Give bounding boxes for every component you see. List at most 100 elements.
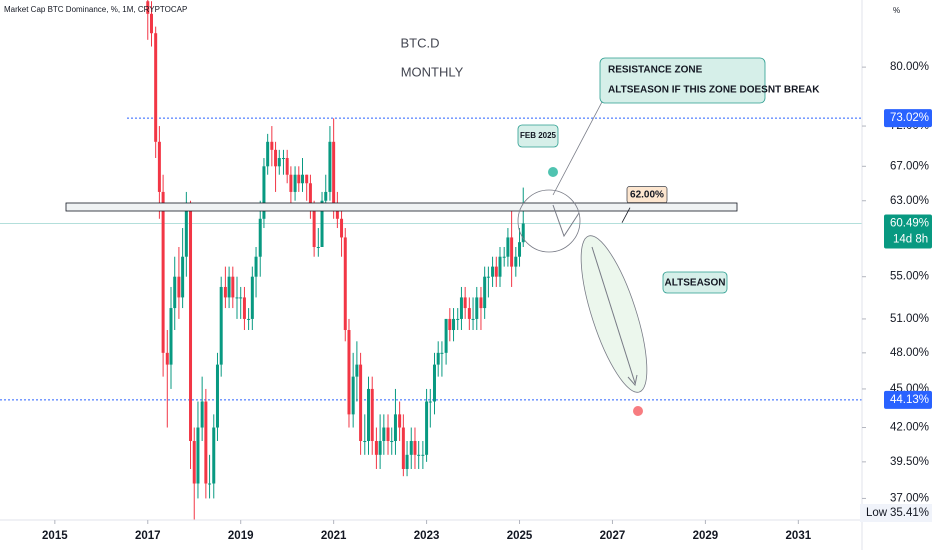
candle-body [204,401,208,484]
y-tick-label: 67.00% [890,160,929,172]
candle-body [475,297,479,319]
candle-body [277,158,281,167]
candle-body [370,388,374,442]
candle-body [173,276,177,309]
altseason-ellipse [580,235,648,393]
axis-unit: % [893,6,900,15]
candle-body [308,183,312,210]
candle-body [239,297,243,299]
candle-body [301,174,305,184]
candle-body [247,318,251,320]
candle-body [297,174,301,184]
candle-body [324,191,328,201]
candle-body [305,174,309,184]
candle-body [486,276,490,278]
candle-body [312,209,316,247]
candle-body [436,352,440,365]
level-pointer [621,207,631,223]
altseason-text: ALTSEASON [665,278,726,289]
low-label: 35.41% [890,507,929,519]
candle-body [378,441,382,455]
candle-body [250,276,254,319]
condition-text: ALTSEASON IF THIS ZONE DOESNT BREAK [608,85,820,96]
candle-body [235,297,239,299]
candle-body [181,256,185,298]
altseason-box [662,271,728,294]
candle-body [332,141,336,210]
chart-title: BTC.D [401,35,440,50]
x-tick-label: 2025 [507,530,533,542]
price-tag-label: 73.02% [890,112,929,124]
candle-body [401,427,405,469]
candle-body [254,256,258,277]
candle-body [479,297,483,309]
plot-area [0,0,862,520]
candle-body [212,427,216,484]
candle-body [514,256,518,267]
candle-body [340,218,344,238]
chart-subtitle: MONTHLY [401,64,464,79]
candle-body [440,352,444,354]
candle-body [189,209,193,442]
candle-body [208,483,212,485]
y-tick-label: 80.00% [890,61,929,73]
y-tick-label: 37.00% [890,492,929,504]
candle-body [293,174,297,192]
candle-body [459,297,463,319]
candle-body [359,364,363,442]
candle-body [266,141,270,167]
x-tick-label: 2015 [42,530,68,542]
candle-body [343,237,347,331]
candle-body [270,141,274,150]
feb-box [517,124,559,148]
resistance-text: RESISTANCE ZONE [608,65,703,76]
candle-body [448,318,452,331]
candle-body [382,427,386,442]
candle-body [285,158,289,175]
candle-body [347,330,351,415]
x-tick-label: 2027 [600,530,626,542]
candle-body [510,237,514,267]
candle-body [161,191,165,353]
candle-body [421,454,425,456]
candle-body [413,441,417,455]
y-tick-label: 55.00% [890,271,929,283]
candle-body [366,388,370,442]
zigzag [552,204,580,238]
candle-body [456,318,460,320]
candle-body [386,427,390,442]
x-tick-label: 2019 [228,530,254,542]
candle-body [192,441,196,484]
target-dot [633,406,643,416]
candle-body [444,318,448,353]
x-tick-label: 2021 [321,530,347,542]
arrow-head [627,374,638,387]
candle-body [157,141,161,192]
current-price-label: 60.49% [890,218,929,230]
candle-body [227,276,231,298]
pointer [552,99,604,196]
candle-body [374,441,378,455]
candle-body [223,286,227,298]
resistance-box [599,57,766,104]
candle-body [281,158,285,160]
candle-body [328,141,332,192]
feb-dot [548,167,558,177]
candle-body [506,237,510,257]
candle-body [335,209,339,219]
y-tick-label: 51.00% [890,313,929,325]
y-tick-label: 42.00% [890,422,929,434]
low-text: Low [866,507,888,519]
candle-body [262,166,266,219]
price-tag [884,390,932,409]
resistance-zone [65,202,738,212]
candle-body [200,401,204,428]
candle-body [393,414,397,442]
candle-body [242,297,246,319]
candle-body [491,266,495,277]
candle-body [154,33,158,142]
candle-body [521,223,525,243]
candle-body [467,308,471,319]
candle-body [502,256,506,258]
candle-body [219,286,223,365]
